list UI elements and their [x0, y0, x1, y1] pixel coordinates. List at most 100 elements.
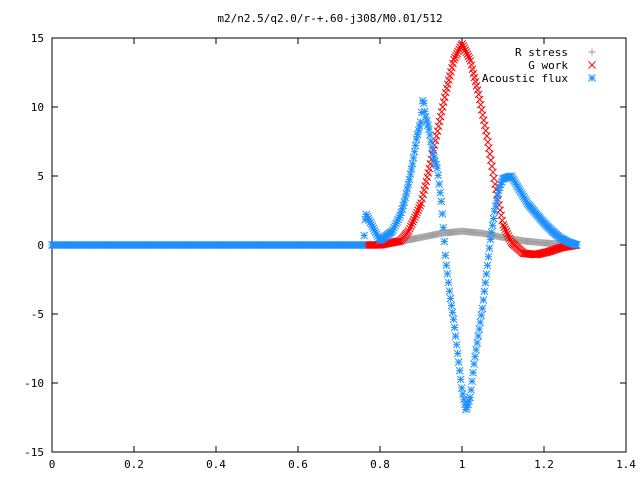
data-point: [435, 117, 444, 126]
data-point: [476, 318, 485, 327]
series-2: [48, 96, 581, 414]
data-point: [448, 308, 457, 317]
chart-title: m2/n2.5/q2.0/r-+.60-j308/M0.01/512: [217, 12, 442, 25]
data-point: [393, 237, 402, 246]
data-point: [453, 349, 462, 358]
data-point: [415, 204, 423, 212]
data-point: [404, 180, 413, 189]
y-tick-label: -10: [24, 377, 44, 390]
data-point: [479, 116, 488, 125]
x-tick-label: 1.2: [534, 458, 554, 471]
x-tick-label: 1: [459, 458, 466, 471]
data-point: [479, 296, 488, 304]
data-point: [458, 40, 467, 48]
data-point: [492, 197, 501, 205]
data-point: [404, 227, 413, 235]
data-point: [500, 223, 509, 231]
data-point: [425, 164, 434, 173]
data-point: [473, 339, 482, 347]
x-tick-label: 0.4: [206, 458, 226, 471]
x-tick-label: 1.4: [616, 458, 636, 471]
data-point: [456, 375, 465, 384]
x-axis: 0 0.2 0.4 0.6 0.8 1 1.2 1.4: [49, 38, 636, 471]
data-point: [459, 395, 468, 403]
data-point: [488, 162, 496, 171]
data-point: [455, 45, 463, 54]
y-tick-label: 5: [37, 170, 44, 183]
data-point: [451, 332, 460, 341]
data-point: [440, 237, 449, 246]
data-point: [409, 217, 417, 226]
data-point: [443, 270, 452, 278]
data-point: [406, 222, 415, 231]
data-point: [438, 103, 447, 111]
data-point: [439, 98, 448, 106]
data-point: [471, 352, 479, 361]
data-point: [485, 244, 494, 253]
y-tick-label: -15: [24, 446, 44, 459]
legend-marker: [588, 74, 596, 82]
data-point: [410, 215, 418, 224]
data-point: [466, 393, 474, 402]
data-point: [406, 170, 415, 179]
data-point: [444, 278, 453, 287]
data-point: [476, 100, 485, 109]
data-point: [452, 340, 461, 349]
data-point: [462, 48, 471, 57]
data-point: [482, 270, 491, 278]
data-point: [437, 197, 446, 206]
data-point: [424, 169, 433, 177]
data-point: [490, 207, 499, 216]
data-point: [489, 214, 498, 223]
data-point: [470, 360, 478, 368]
legend-label: R stress: [515, 46, 568, 59]
data-point: [433, 164, 441, 173]
data-point: [438, 210, 447, 218]
data-point: [493, 191, 502, 200]
legend-marker: [588, 61, 596, 69]
data-point: [436, 188, 445, 197]
data-point: [504, 232, 513, 240]
legend-marker: [588, 48, 596, 56]
data-point: [485, 144, 493, 152]
data-point: [450, 323, 459, 332]
data-point: [408, 220, 416, 228]
data-point: [473, 86, 482, 94]
legend-label: Acoustic flux: [482, 72, 568, 85]
data-point: [481, 278, 490, 287]
data-point: [480, 287, 489, 296]
data-point: [441, 251, 450, 260]
data-point: [414, 206, 422, 215]
data-point: [468, 377, 476, 386]
data-point: [501, 225, 510, 234]
data-point: [449, 315, 458, 324]
data-point: [421, 112, 430, 121]
data-point: [472, 345, 481, 354]
data-point: [503, 230, 512, 238]
data-point: [409, 154, 418, 162]
data-point: [427, 137, 435, 146]
data-point: [412, 211, 420, 219]
data-point: [429, 149, 437, 158]
data-point: [426, 131, 434, 139]
data-point: [401, 193, 410, 202]
x-tick-label: 0.8: [370, 458, 390, 471]
data-point: [477, 311, 486, 320]
data-point: [413, 208, 421, 217]
data-point: [497, 211, 506, 220]
data-point: [402, 189, 411, 198]
data-point: [428, 143, 436, 152]
data-point: [440, 93, 449, 102]
data-point: [463, 50, 472, 59]
data-point: [505, 234, 514, 243]
data-point: [435, 180, 444, 188]
x-tick-label: 0: [49, 458, 56, 471]
series-layer: [48, 40, 581, 414]
data-point: [482, 132, 491, 140]
data-point: [454, 358, 463, 366]
x-tick-label: 0.2: [124, 458, 144, 471]
x-tick-label: 0.6: [288, 458, 308, 471]
data-point: [434, 122, 443, 131]
